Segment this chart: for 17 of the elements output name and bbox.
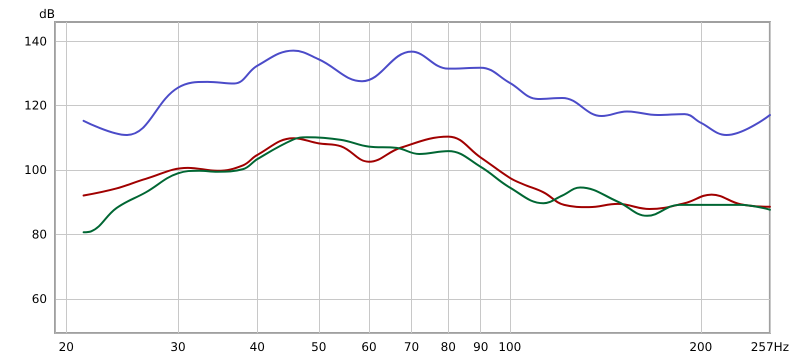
y-tick-label: 100 <box>24 163 47 178</box>
x-tick-label: 80 <box>440 340 456 354</box>
x-tick-label: 30 <box>170 340 186 354</box>
x-tick-label: 100 <box>498 340 522 354</box>
y-tick-label: 120 <box>24 98 47 113</box>
x-tick-label: 40 <box>250 340 265 354</box>
y-tick-label: 80 <box>32 227 47 242</box>
y-tick-label: 140 <box>24 34 47 48</box>
y-axis-title: dB <box>39 7 55 21</box>
x-tick-label: 257Hz <box>750 340 790 354</box>
y-tick-label: 60 <box>32 292 47 306</box>
x-tick-label: 50 <box>311 340 326 354</box>
x-tick-label: 20 <box>58 340 74 354</box>
x-tick-label: 200 <box>689 340 712 354</box>
x-tick-label: 90 <box>473 340 488 354</box>
x-tick-label: 60 <box>361 340 377 354</box>
x-tick-label: 70 <box>404 340 420 354</box>
